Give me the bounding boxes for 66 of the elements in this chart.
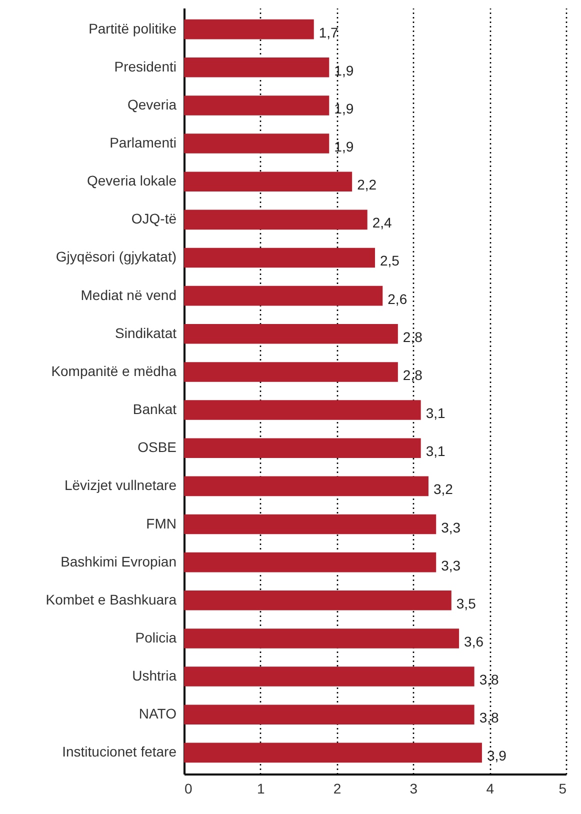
- data-label: 2,4: [372, 214, 392, 231]
- bar: [184, 324, 398, 344]
- y-tick-label: Policia: [135, 629, 177, 646]
- y-tick-label: Institucionet fetare: [62, 744, 177, 760]
- bar: [184, 286, 383, 306]
- bar: [184, 438, 421, 458]
- y-tick-label: Partitë politike: [88, 20, 177, 36]
- y-tick-label: Qeveria: [127, 96, 177, 112]
- data-label: 2,8: [402, 366, 423, 383]
- data-label: 3,1: [426, 443, 446, 460]
- data-label: 1,9: [334, 100, 354, 116]
- data-label: 2,2: [357, 176, 377, 193]
- bar: [184, 57, 330, 78]
- bar: [184, 514, 436, 534]
- bar: [184, 476, 428, 496]
- y-tick-label: Ushtria: [132, 668, 177, 684]
- y-tick-label: OSBE: [138, 439, 176, 456]
- data-label: 2,6: [388, 290, 408, 307]
- data-label: 1,9: [334, 138, 354, 155]
- bar: [184, 590, 452, 610]
- bar: [184, 172, 352, 192]
- data-label: 3,8: [479, 672, 499, 688]
- y-tick-label: Bankat: [132, 401, 177, 418]
- x-tick-label: 1: [257, 780, 265, 796]
- bar: [184, 362, 398, 382]
- y-tick-label: Parlamenti: [110, 134, 176, 151]
- y-tick-label: FMN: [146, 515, 176, 532]
- data-label: 3,6: [464, 633, 484, 650]
- y-tick-label: Kombet e Bashkuara: [46, 591, 177, 608]
- y-tick-label: Presidenti: [114, 58, 176, 74]
- bar: [184, 552, 436, 572]
- x-tick-label: 0: [184, 780, 192, 796]
- data-label: 3,3: [441, 557, 461, 574]
- x-tick-label: 2: [333, 780, 342, 796]
- bar: [184, 134, 330, 154]
- data-label: 3,1: [426, 405, 446, 422]
- y-tick-label: NATO: [138, 706, 177, 722]
- bar: [184, 628, 460, 648]
- data-label: 3,2: [433, 481, 454, 498]
- data-label: 3,5: [456, 595, 476, 612]
- data-label: 1,7: [318, 24, 339, 40]
- data-label: 2,5: [380, 252, 400, 269]
- data-label: 3,8: [479, 710, 499, 726]
- bar: [184, 210, 368, 230]
- y-tick-label: Bashkimi Evropian: [60, 553, 176, 570]
- y-tick-label: Gjyqësori (gjykatat): [56, 248, 176, 265]
- y-tick-label: Kompanitë e mëdha: [51, 362, 177, 379]
- bar: [184, 19, 314, 40]
- bar: [184, 704, 474, 725]
- y-tick-label: Qeveria lokale: [87, 172, 177, 189]
- y-tick-label: Mediat në vend: [80, 286, 176, 303]
- y-tick-label: Lëvizjet vullnetare: [64, 477, 177, 494]
- bar: [184, 248, 375, 268]
- data-label: 1,9: [334, 62, 354, 78]
- bar: [184, 96, 330, 116]
- data-label: 3,9: [486, 748, 507, 764]
- y-tick-label: OJQ-të: [131, 210, 177, 227]
- data-label: 3,3: [441, 519, 461, 536]
- x-tick-label: 5: [558, 780, 567, 796]
- x-tick-label: 3: [410, 780, 418, 796]
- bar: [184, 742, 482, 763]
- bar: [184, 666, 474, 686]
- bar: [184, 400, 421, 420]
- data-label: 2,8: [402, 328, 423, 345]
- y-tick-label: Sindikatat: [115, 324, 177, 341]
- x-tick-label: 4: [486, 780, 494, 796]
